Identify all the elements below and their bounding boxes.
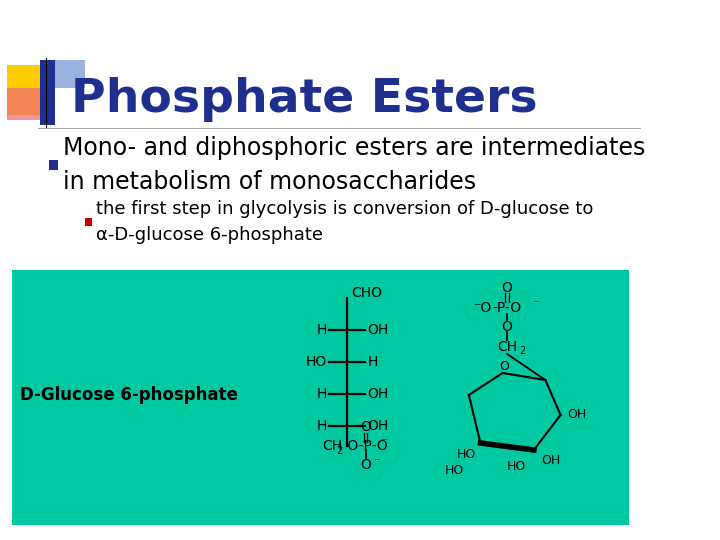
Text: O: O xyxy=(500,361,510,374)
Text: ⁻: ⁻ xyxy=(380,436,387,449)
Text: HO: HO xyxy=(506,461,526,474)
Text: O: O xyxy=(360,458,371,472)
Text: H: H xyxy=(367,355,378,369)
Bar xyxy=(84,218,91,226)
Polygon shape xyxy=(7,88,45,120)
Text: O: O xyxy=(502,281,513,295)
Text: OH: OH xyxy=(567,408,587,422)
Text: H: H xyxy=(316,419,327,433)
Text: 2: 2 xyxy=(520,346,526,356)
Text: HO: HO xyxy=(445,464,464,477)
Text: 2: 2 xyxy=(336,446,343,456)
Text: H: H xyxy=(316,387,327,401)
Text: OH: OH xyxy=(367,323,389,337)
Text: O-P-O: O-P-O xyxy=(343,439,388,453)
Text: OH: OH xyxy=(367,419,389,433)
Text: OH: OH xyxy=(541,454,560,467)
Text: the first step in glycolysis is conversion of D-glucose to
α-D-glucose 6-phospha: the first step in glycolysis is conversi… xyxy=(96,200,593,244)
Text: CHO: CHO xyxy=(351,286,382,300)
Polygon shape xyxy=(7,65,52,115)
Polygon shape xyxy=(40,60,55,125)
Text: -P-O: -P-O xyxy=(492,301,522,315)
Bar xyxy=(49,160,58,170)
Text: CH: CH xyxy=(323,439,343,453)
Text: Phosphate Esters: Phosphate Esters xyxy=(71,78,538,123)
Text: HO: HO xyxy=(305,355,327,369)
Text: H: H xyxy=(316,323,327,337)
Text: ⁻O: ⁻O xyxy=(473,301,492,315)
Text: ⁻: ⁻ xyxy=(373,456,379,469)
Text: ⁻: ⁻ xyxy=(532,299,539,312)
Text: D-Glucose 6-phosphate: D-Glucose 6-phosphate xyxy=(19,386,238,404)
Text: O: O xyxy=(502,320,513,334)
Text: O: O xyxy=(360,420,371,434)
Text: Mono- and diphosphoric esters are intermediates
in metabolism of monosaccharides: Mono- and diphosphoric esters are interm… xyxy=(63,136,646,194)
Polygon shape xyxy=(52,60,84,88)
Text: HO: HO xyxy=(456,449,476,462)
Text: CH: CH xyxy=(497,340,517,354)
Text: OH: OH xyxy=(367,387,389,401)
Bar xyxy=(12,270,629,525)
